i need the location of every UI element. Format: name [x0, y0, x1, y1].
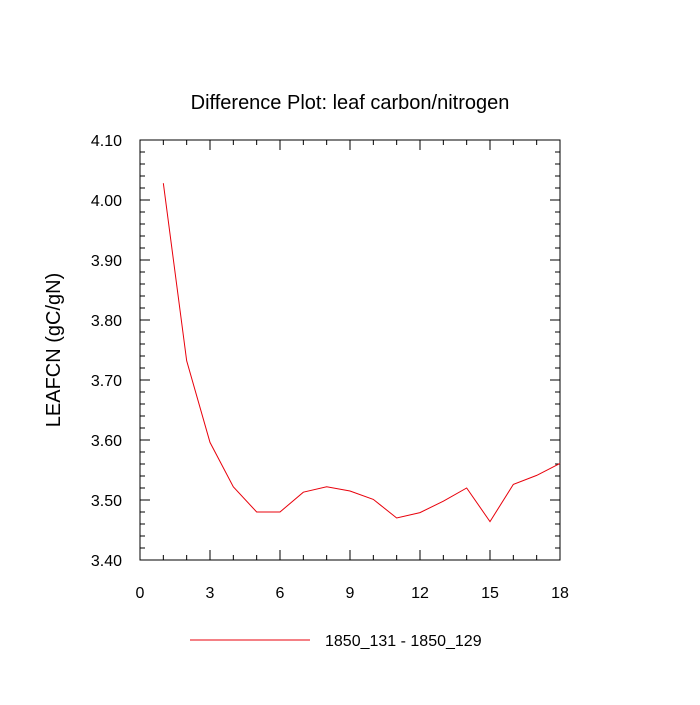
x-tick-label: 12: [411, 585, 429, 602]
y-tick-label: 3.60: [91, 433, 122, 450]
x-tick-label: 0: [136, 585, 145, 602]
plot-frame: [139, 139, 561, 561]
legend-label: 1850_131 - 1850_129: [325, 633, 482, 650]
chart-title: Difference Plot: leaf carbon/nitrogen: [191, 92, 510, 114]
y-tick-label: 3.50: [91, 493, 122, 510]
x-tick-label: 15: [481, 585, 499, 602]
y-tick-label: 4.00: [91, 193, 122, 210]
series-line: [162, 183, 561, 523]
y-tick-label: 3.70: [91, 373, 122, 390]
x-tick-label: 3: [206, 585, 215, 602]
y-tick-label: 3.40: [91, 553, 122, 570]
plot-area: 0 3 6 9 12 15 18 3.40 3.50 3.60 3.70 3.80 3.90 4.00 4.…: [91, 133, 569, 602]
y-tick-label: 4.10: [91, 133, 122, 150]
legend: 1850_131 - 1850_129: [190, 633, 482, 650]
y-tick-label: 3.80: [91, 313, 122, 330]
x-tick-label: 18: [551, 585, 569, 602]
y-axis-label: LEAFCN (gC/gN): [43, 273, 65, 427]
x-tick-label: 9: [346, 585, 355, 602]
y-tick-label: 3.90: [91, 253, 122, 270]
x-tick-label: 6: [276, 585, 285, 602]
